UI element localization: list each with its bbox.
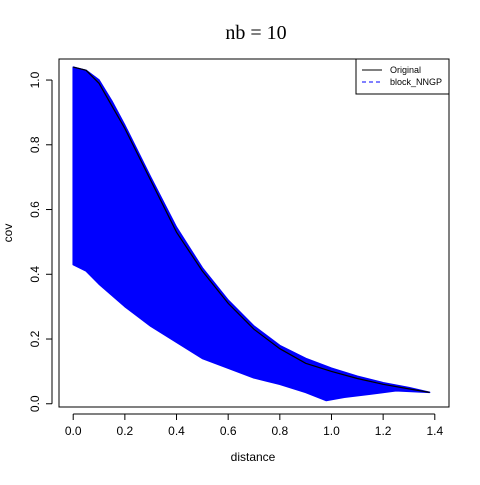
series-block-nngp-band xyxy=(72,66,431,402)
axes-layer: 0.0 0.2 0.4 0.6 0.8 1.0 1.2 1.4 0.0 0.2 0.4 0.6 0.8 1… xyxy=(28,58,450,438)
chart-title: nb = 10 xyxy=(225,22,286,44)
y-tick-label: 0.4 xyxy=(28,266,42,283)
x-tick-label: 0.0 xyxy=(65,424,82,438)
x-tick-label: 1.2 xyxy=(375,424,392,438)
x-tick-label: 0.2 xyxy=(117,424,134,438)
x-tick-label: 1.4 xyxy=(426,424,443,438)
legend: Original block_NNGP xyxy=(355,58,450,95)
plot-frame xyxy=(58,58,450,408)
legend-label: block_NNGP xyxy=(390,77,442,87)
x-tick-label: 0.8 xyxy=(271,424,288,438)
y-tick-label: 1.0 xyxy=(28,71,42,88)
line-layer xyxy=(73,66,430,393)
y-tick-label: 0.0 xyxy=(28,395,42,412)
y-tick-label: 0.6 xyxy=(28,201,42,218)
x-tick-label: 0.4 xyxy=(168,424,185,438)
x-axis-label: distance xyxy=(231,450,276,464)
x-tick-label: 1.0 xyxy=(323,424,340,438)
y-tick-label: 0.8 xyxy=(28,136,42,153)
y-axis-label: cov xyxy=(1,224,15,243)
x-tick-label: 0.6 xyxy=(220,424,237,438)
y-tick-label: 0.2 xyxy=(28,330,42,347)
legend-box xyxy=(355,58,450,95)
band-layer xyxy=(72,66,431,402)
series-original-line xyxy=(73,66,430,393)
legend-label: Original xyxy=(390,65,421,75)
